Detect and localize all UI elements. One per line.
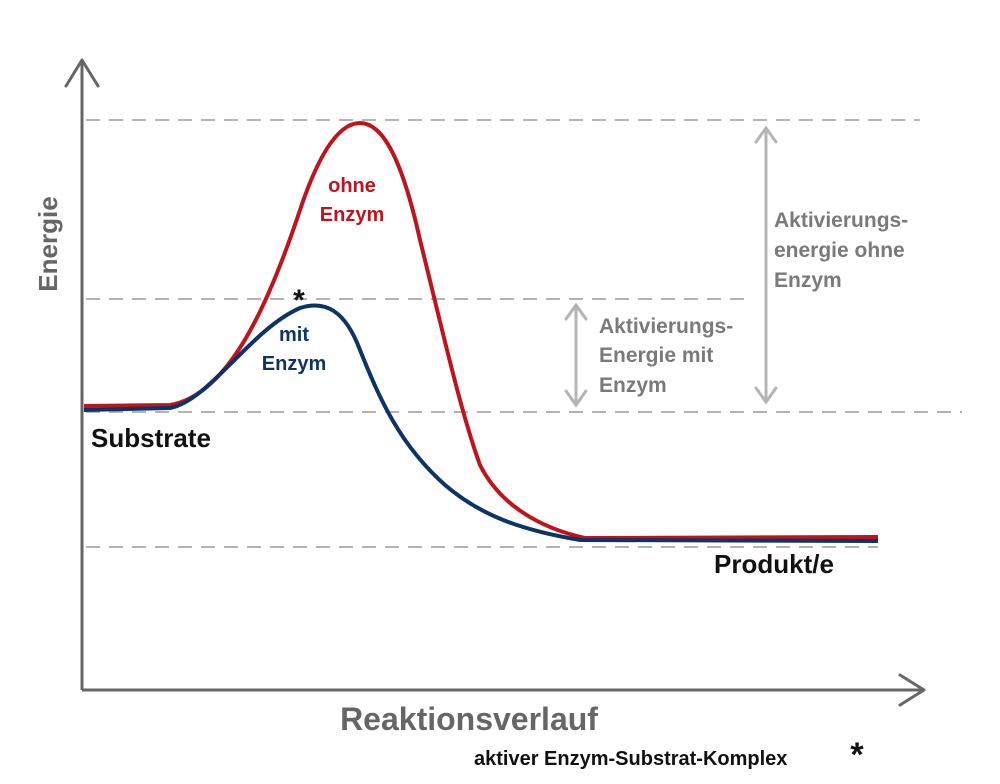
x-axis-arrowhead [898, 673, 926, 707]
y-axis [64, 58, 100, 690]
x-axis [82, 673, 926, 707]
activation-with-enzyme-line1: Aktivierungs- [599, 315, 733, 338]
activation-arrow-without-enzyme [754, 125, 778, 405]
curve-with-enzyme [83, 303, 879, 543]
label-with-enzyme-line2: Enzym [262, 353, 326, 375]
x-axis-label: Reaktionsverlauf [340, 701, 598, 737]
product-label: Produkt/e [714, 549, 834, 579]
activation-without-enzyme-line1: Aktivierungs- [774, 209, 908, 232]
y-axis-label: Energie [33, 196, 63, 291]
complex-marker: * [293, 284, 305, 317]
label-with-enzyme-line1: mit [279, 324, 309, 346]
activation-with-enzyme-line2: Energie mit [599, 344, 713, 367]
activation-arrow-with-enzyme [564, 302, 588, 408]
footnote-marker: * [850, 736, 864, 774]
substrate-label: Substrate [91, 423, 211, 453]
activation-without-enzyme-line3: Enzym [774, 269, 842, 292]
activation-without-enzyme-line2: energie ohne [774, 239, 905, 262]
footnote-text: aktiver Enzym-Substrat-Komplex [474, 748, 787, 770]
y-axis-arrowhead [64, 58, 100, 88]
curve-without-enzyme [83, 121, 879, 540]
label-without-enzyme-line1: ohne [328, 175, 376, 197]
activation-with-enzyme-line3: Enzym [599, 374, 667, 397]
label-without-enzyme-line2: Enzym [320, 204, 384, 226]
